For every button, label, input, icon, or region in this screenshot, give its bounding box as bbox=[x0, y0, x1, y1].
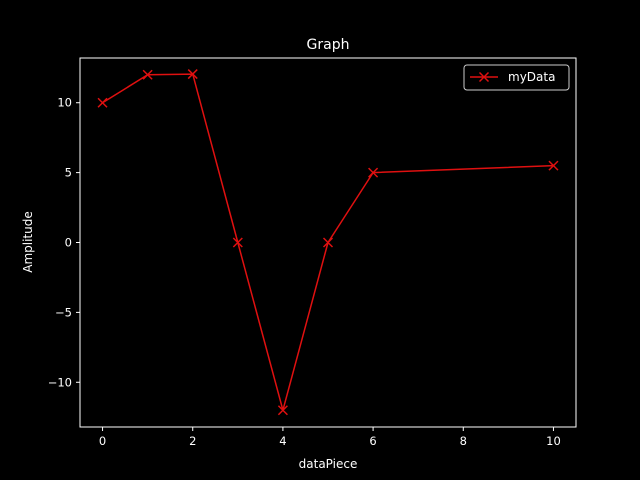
y-tick-label: 10 bbox=[57, 96, 72, 110]
x-tick-label: 6 bbox=[369, 434, 376, 448]
legend-marker-x-icon bbox=[478, 71, 490, 83]
x-tick-label: 8 bbox=[460, 434, 467, 448]
y-axis-ticks: −10 −5 0 5 10 bbox=[48, 96, 80, 389]
x-tick-label: 10 bbox=[546, 434, 561, 448]
x-tick-label: 4 bbox=[279, 434, 286, 448]
data-point-marker bbox=[232, 237, 243, 248]
chart-title: Graph bbox=[307, 37, 350, 53]
y-tick-label: −10 bbox=[48, 375, 72, 389]
y-tick-label: 5 bbox=[65, 166, 72, 180]
legend-label: myData bbox=[508, 70, 555, 84]
data-point-marker bbox=[548, 160, 559, 171]
x-tick-label: 2 bbox=[189, 434, 196, 448]
legend-box bbox=[463, 64, 570, 91]
legend: myData bbox=[463, 64, 570, 91]
data-point-marker bbox=[187, 69, 198, 80]
data-point-marker bbox=[322, 237, 334, 248]
y-tick-label: −5 bbox=[55, 305, 72, 319]
data-point-marker bbox=[142, 69, 153, 80]
data-point-marker bbox=[97, 97, 108, 108]
data-point-marker bbox=[368, 167, 379, 178]
x-tick-label: 0 bbox=[99, 434, 106, 448]
y-axis-label: Amplitude bbox=[21, 211, 35, 273]
y-tick-label: 0 bbox=[65, 236, 72, 250]
data-point-marker bbox=[277, 405, 288, 416]
plot-area bbox=[97, 69, 559, 416]
x-axis-label: dataPiece bbox=[299, 457, 358, 471]
series-line bbox=[102, 73, 554, 411]
x-axis-ticks: 0 2 4 6 8 10 bbox=[99, 427, 561, 448]
